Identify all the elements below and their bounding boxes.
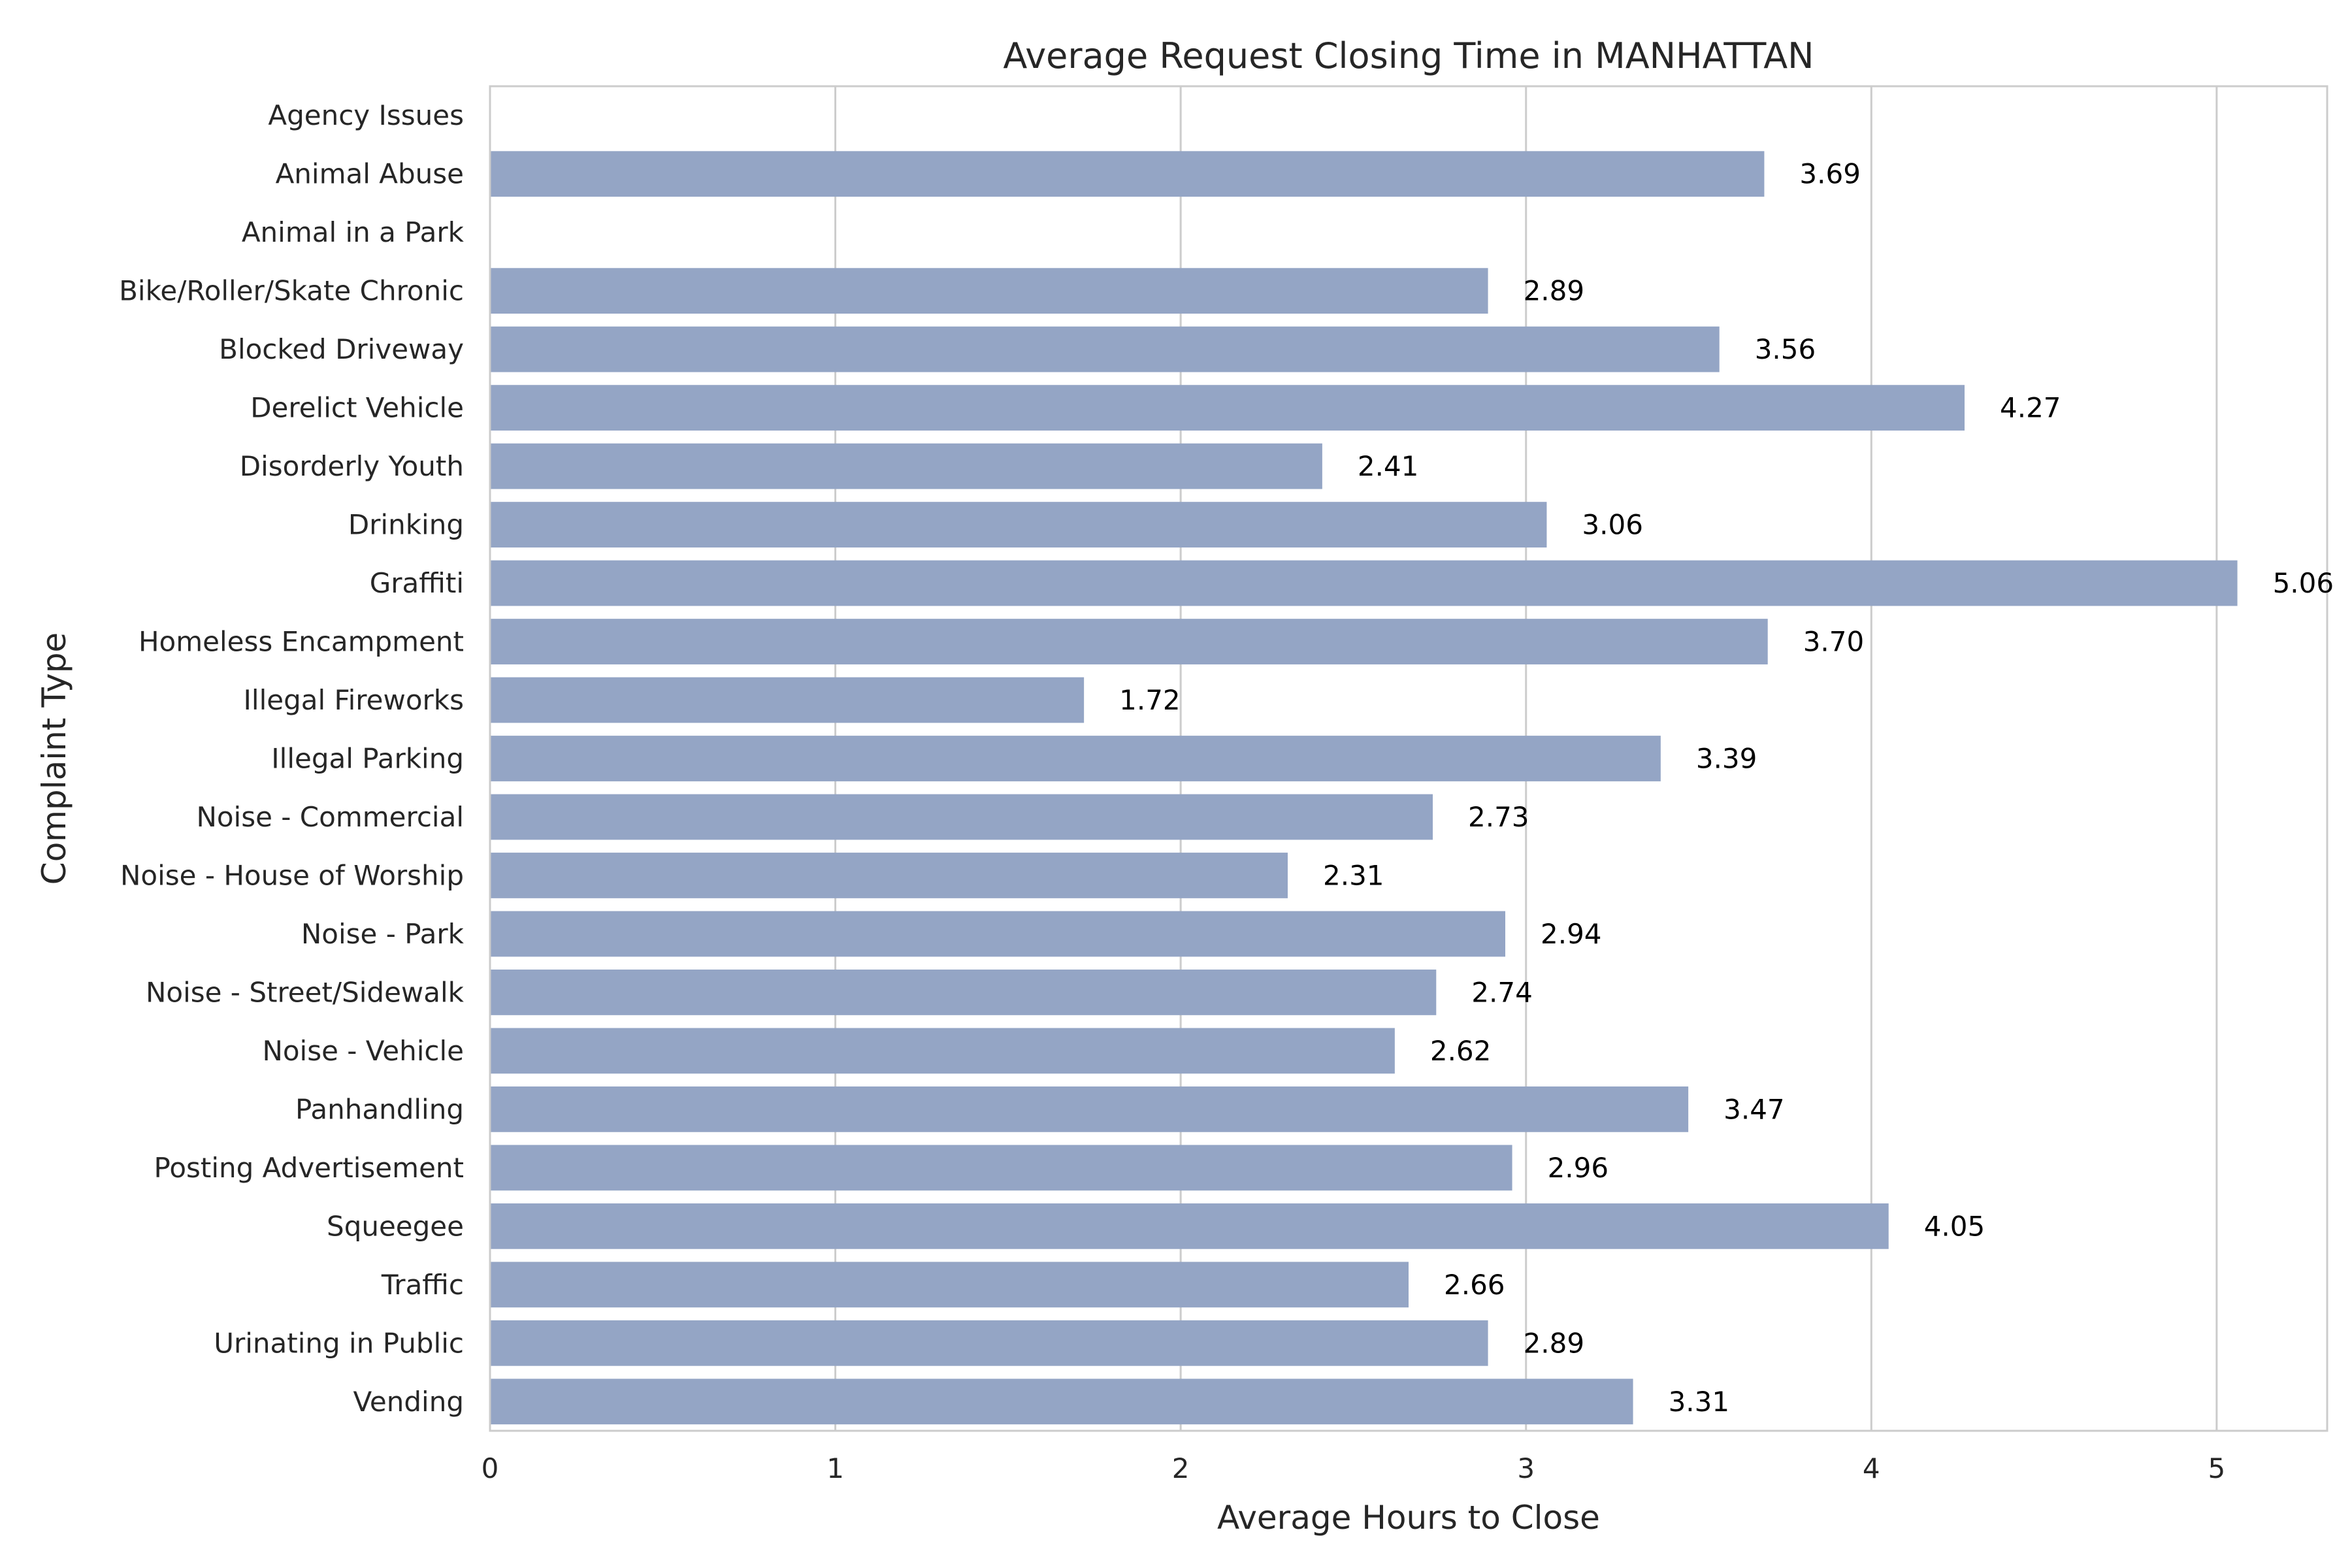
x-tick-label: 3 <box>1517 1452 1535 1484</box>
bar <box>490 268 1488 314</box>
y-tick-label: Squeegee <box>327 1210 464 1242</box>
x-tick-label: 2 <box>1172 1452 1190 1484</box>
data-label: 2.31 <box>1323 859 1384 891</box>
chart-title: Average Request Closing Time in MANHATTA… <box>1003 35 1814 76</box>
data-label: 2.74 <box>1471 976 1533 1008</box>
y-tick-label: Noise - Vehicle <box>262 1035 464 1067</box>
data-label: 2.41 <box>1358 450 1419 482</box>
bar <box>490 502 1547 547</box>
y-tick-label: Illegal Parking <box>271 743 464 775</box>
y-tick-label: Blocked Driveway <box>219 333 464 365</box>
data-label: 2.89 <box>1524 275 1585 307</box>
y-tick-label: Noise - Park <box>301 918 465 950</box>
data-label: 3.39 <box>1696 743 1757 775</box>
y-tick-label: Disorderly Youth <box>240 450 464 482</box>
data-label: 4.05 <box>1924 1210 1985 1242</box>
x-tick-labels: 0 1 2 3 4 5 <box>482 1452 2226 1484</box>
bar <box>490 619 1768 664</box>
y-tick-label: Bike/Roller/Skate Chronic <box>119 275 464 307</box>
y-tick-label: Illegal Fireworks <box>244 684 464 716</box>
y-tick-label: Animal in a Park <box>242 216 465 248</box>
bar <box>490 560 2238 606</box>
bar <box>490 1028 1395 1074</box>
y-tick-label: Traffic <box>381 1269 464 1301</box>
y-tick-label: Drinking <box>348 509 464 541</box>
y-tick-label: Noise - House of Worship <box>120 859 464 891</box>
data-label: 2.66 <box>1444 1269 1505 1301</box>
y-tick-label: Graffiti <box>370 567 464 599</box>
data-label: 2.73 <box>1468 801 1529 833</box>
x-tick-label: 0 <box>482 1452 499 1484</box>
bar <box>490 1262 1409 1308</box>
y-tick-labels: Agency Issues Animal Abuse Animal in a Par… <box>119 99 465 1418</box>
bars <box>490 151 2238 1425</box>
bar <box>490 970 1437 1015</box>
bar <box>490 1203 1889 1249</box>
data-label: 3.69 <box>1799 158 1861 190</box>
bar <box>490 326 1720 372</box>
bar <box>490 151 1765 197</box>
data-label: 4.27 <box>2000 392 2061 424</box>
y-tick-label: Noise - Street/Sidewalk <box>146 976 465 1008</box>
bar <box>490 1086 1689 1132</box>
y-tick-label: Urinating in Public <box>214 1327 464 1359</box>
data-label: 2.62 <box>1430 1035 1492 1067</box>
bar <box>490 1320 1488 1366</box>
y-tick-label: Homeless Encampment <box>139 626 464 658</box>
y-axis-label: Complaint Type <box>35 632 73 885</box>
data-labels: 3.69 2.89 3.56 4.27 2.41 3.06 5.06 3.70 1.72 3.39… <box>1119 158 2334 1418</box>
bar <box>490 1379 1633 1425</box>
bar <box>490 1145 1512 1191</box>
data-label: 1.72 <box>1119 684 1181 716</box>
y-tick-label: Posting Advertisement <box>154 1152 465 1184</box>
x-axis-label: Average Hours to Close <box>1217 1499 1600 1537</box>
y-tick-label: Derelict Vehicle <box>250 392 464 424</box>
data-label: 3.56 <box>1755 333 1816 365</box>
bar <box>490 853 1288 898</box>
bar <box>490 385 1965 431</box>
y-tick-label: Agency Issues <box>268 99 464 131</box>
data-label: 3.70 <box>1803 626 1865 658</box>
plot-frame <box>489 85 2328 1432</box>
bar <box>490 911 1505 957</box>
y-tick-label: Panhandling <box>295 1093 464 1125</box>
bar <box>490 677 1085 723</box>
x-tick-label: 5 <box>2208 1452 2225 1484</box>
data-label: 5.06 <box>2273 567 2334 599</box>
x-tick-label: 4 <box>1863 1452 1880 1484</box>
bar <box>490 736 1661 781</box>
bar <box>490 443 1322 489</box>
data-label: 2.94 <box>1541 918 1602 950</box>
data-label: 3.06 <box>1582 509 1643 541</box>
data-label: 2.96 <box>1548 1152 1609 1184</box>
y-tick-label: Vending <box>353 1386 464 1418</box>
y-tick-label: Animal Abuse <box>276 158 464 190</box>
x-tick-label: 1 <box>826 1452 844 1484</box>
data-label: 2.89 <box>1524 1327 1585 1359</box>
data-label: 3.47 <box>1723 1093 1785 1125</box>
bar <box>490 794 1433 840</box>
y-tick-label: Noise - Commercial <box>196 801 464 833</box>
data-label: 3.31 <box>1669 1386 1730 1418</box>
